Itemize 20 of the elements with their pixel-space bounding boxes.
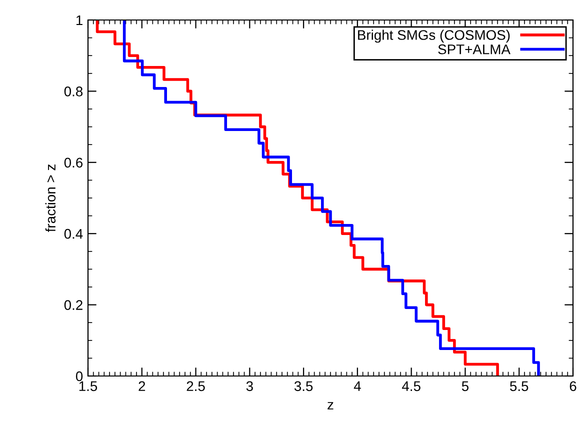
y-tick-label: 0.8 [64, 86, 83, 96]
x-tick-label: 1.5 [79, 381, 98, 392]
x-tick-label: 2 [138, 381, 146, 391]
x-tick-label: 3.5 [294, 381, 313, 392]
legend-label: Bright SMGs (COSMOS) [358, 30, 510, 43]
x-tick-label: 5.5 [510, 381, 528, 392]
legend-label: SPT+ALMA [438, 44, 510, 54]
y-tick-label: 0 [76, 371, 83, 382]
y-tick-label: 0.6 [64, 158, 83, 168]
y-axis-title: fraction > z [45, 164, 56, 232]
y-tick-label: 0.4 [64, 228, 83, 239]
x-tick-label: 5 [462, 381, 468, 392]
x-tick-label: 2.5 [186, 381, 205, 392]
x-tick-label: 6 [570, 381, 576, 392]
y-tick-label: 1 [76, 15, 82, 26]
x-axis-title: z [328, 402, 334, 410]
x-tick-label: 3 [246, 381, 253, 392]
y-tick-label: 0.2 [64, 300, 82, 310]
x-tick-label: 4 [354, 381, 361, 391]
x-tick-label: 4.5 [402, 381, 420, 392]
